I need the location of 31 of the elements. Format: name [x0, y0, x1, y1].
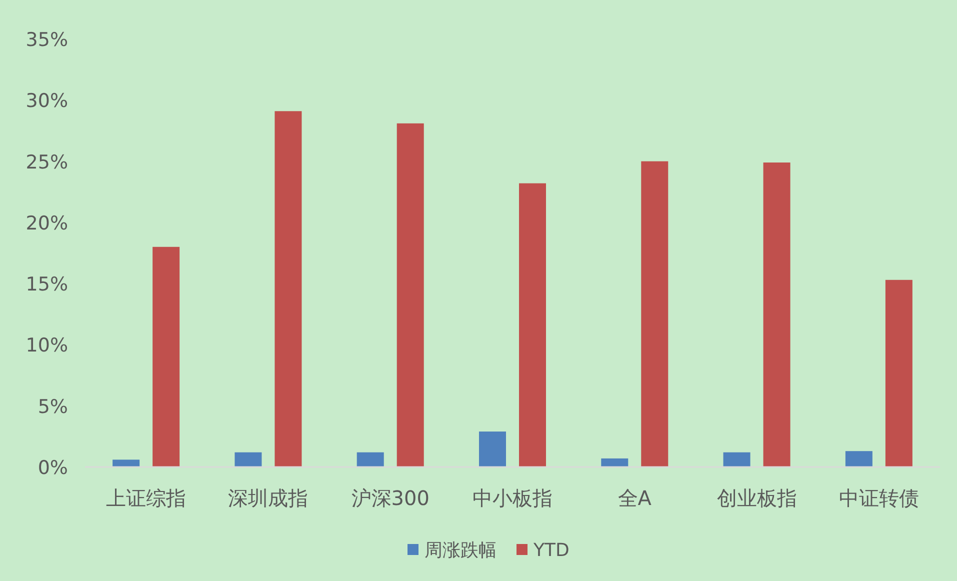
bar [845, 451, 872, 467]
bar [274, 111, 302, 467]
x-tick-label: 中小板指 [472, 486, 552, 510]
x-tick-label: 沪深300 [351, 486, 430, 510]
y-tick-label: 10% [26, 334, 68, 357]
x-tick-label: 全A [618, 486, 652, 510]
bar [885, 280, 912, 467]
legend-label: 周涨跌幅 [424, 540, 496, 561]
bar [356, 452, 384, 467]
bar [152, 246, 180, 467]
bar [519, 183, 546, 467]
bar [601, 458, 628, 467]
bar [112, 460, 140, 467]
bar [763, 162, 790, 467]
y-tick-label: 0% [38, 457, 68, 479]
y-tick-label: 30% [26, 90, 68, 112]
bar [479, 432, 506, 467]
y-tick-label: 15% [26, 274, 68, 296]
bar [641, 161, 668, 467]
bar [396, 123, 424, 467]
y-tick-label: 5% [38, 396, 68, 418]
y-tick-label: 25% [26, 151, 68, 174]
legend-label: YTD [532, 540, 570, 561]
y-tick-label: 20% [26, 212, 68, 234]
x-tick-label: 创业板指 [716, 486, 797, 510]
x-tick-label: 中证转债 [838, 486, 919, 510]
bar [723, 452, 750, 467]
x-tick-label: 上证综指 [106, 486, 186, 510]
y-tick-label: 35% [26, 29, 68, 51]
x-tick-label: 深圳成指 [228, 486, 308, 510]
bar [234, 452, 262, 467]
